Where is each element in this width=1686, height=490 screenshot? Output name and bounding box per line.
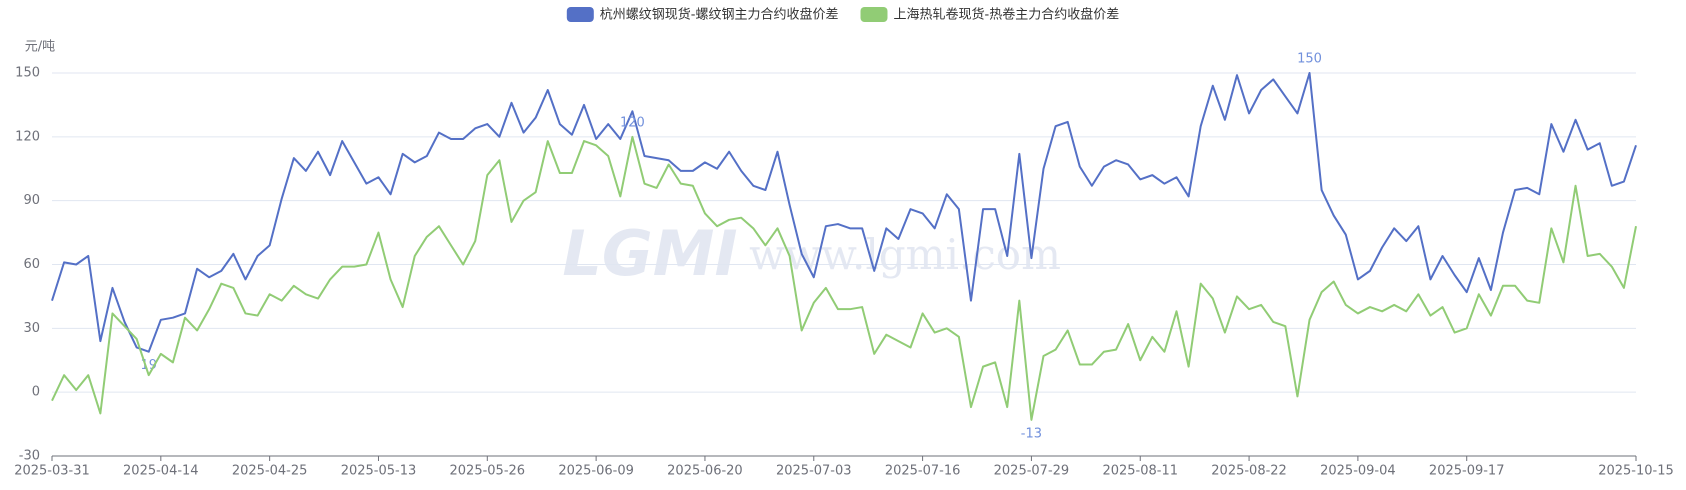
x-tick-label: 2025-04-25: [232, 464, 308, 479]
extreme-label: 150: [1297, 52, 1322, 67]
x-tick-label: 2025-05-13: [341, 464, 417, 479]
x-tick-label: 2025-06-20: [667, 464, 743, 479]
x-tick-label: 2025-08-22: [1211, 464, 1287, 479]
x-tick-label: 2025-07-03: [776, 464, 852, 479]
series-line: [51, 72, 1637, 353]
y-tick-label: -30: [19, 449, 40, 464]
x-tick-label: 2025-09-17: [1429, 464, 1505, 479]
x-tick-label: 2025-07-16: [885, 464, 961, 479]
x-tick-label: 2025-05-26: [450, 464, 526, 479]
legend-label: 上海热轧卷现货-热卷主力合约收盘价差: [894, 7, 1120, 23]
x-tick-label: 2025-04-14: [123, 464, 199, 479]
legend-label: 杭州螺纹钢现货-螺纹钢主力合约收盘价差: [600, 7, 839, 23]
x-tick-label: 2025-10-15: [1598, 464, 1674, 479]
series-line: [51, 135, 1637, 421]
y-tick-label: 0: [32, 385, 40, 400]
watermark-url: www.lgmi.com: [749, 230, 1061, 279]
x-tick-label: 2025-03-31: [14, 464, 90, 479]
watermark-logo: LGMI: [562, 217, 737, 290]
y-tick-label: 150: [15, 66, 40, 81]
x-tick-label: 2025-08-11: [1102, 464, 1178, 479]
legend-swatch: [860, 7, 888, 22]
legend-swatch: [566, 7, 594, 22]
y-tick-label: 90: [23, 193, 40, 208]
y-tick-label: 30: [23, 321, 40, 336]
y-tick-label: 60: [23, 257, 40, 272]
legend-item: 杭州螺纹钢现货-螺纹钢主力合约收盘价差: [566, 7, 839, 23]
legend: 杭州螺纹钢现货-螺纹钢主力合约收盘价差 上海热轧卷现货-热卷主力合约收盘价差: [566, 7, 1120, 23]
y-axis-label: 元/吨: [25, 40, 55, 55]
x-tick-label: 2025-09-04: [1320, 464, 1396, 479]
legend-item: 上海热轧卷现货-热卷主力合约收盘价差: [860, 7, 1120, 23]
x-tick-label: 2025-06-09: [558, 464, 634, 479]
y-tick-label: 120: [15, 129, 40, 144]
extreme-label: 120: [620, 115, 645, 130]
x-tick-label: 2025-07-29: [994, 464, 1070, 479]
extreme-label: -13: [1021, 426, 1042, 441]
